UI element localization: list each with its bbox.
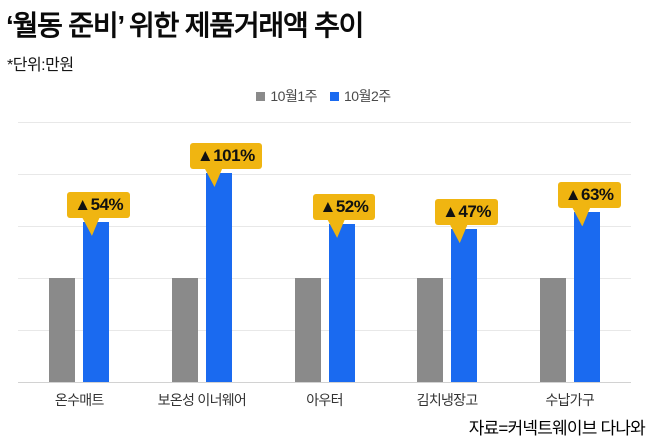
x-axis-label: 수납가구 xyxy=(545,392,595,408)
plot-area: ▲54% ▲101% ▲52% ▲47% ▲63% xyxy=(18,113,631,383)
gridline xyxy=(18,122,631,123)
bar-10월2주-아우터 xyxy=(328,223,355,382)
bar-10월1주-아우터 xyxy=(294,278,321,382)
x-axis-label: 보온성 이너웨어 xyxy=(157,392,247,408)
legend-label-week2: 10월2주 xyxy=(344,88,391,104)
data-label-bubble: ▲63% xyxy=(557,182,621,209)
unit-note: *단위:만원 xyxy=(7,57,74,74)
source-credit: 자료=커넥트웨이브 다나와 xyxy=(468,419,646,438)
chart-title: ‘월동 준비’ 위한 제품거래액 추이 xyxy=(6,10,364,41)
bar-10월2주-김치냉장고 xyxy=(451,229,478,382)
bar-10월2주-보온성 이너웨어 xyxy=(205,172,232,382)
data-label-bubble: ▲101% xyxy=(189,142,262,169)
x-axis-label: 아우터 xyxy=(306,392,343,408)
bar-10월1주-보온성 이너웨어 xyxy=(171,278,198,382)
x-axis-label: 온수매트 xyxy=(54,392,104,408)
gridline xyxy=(18,226,631,227)
data-label-bubble: ▲47% xyxy=(435,199,498,226)
x-axis-labels: 온수매트 보온성 이너웨어 아우터 김치냉장고 수납가구 xyxy=(18,390,631,408)
legend-item-week1: 10월1주 xyxy=(256,86,317,106)
legend: 10월1주 10월2주 xyxy=(0,86,647,106)
bar-10월1주-온수매트 xyxy=(49,278,76,382)
data-label-bubble: ▲54% xyxy=(67,191,131,218)
gridline xyxy=(18,330,631,331)
legend-label-week1: 10월1주 xyxy=(270,88,317,104)
data-label-bubble: ▲52% xyxy=(312,193,376,220)
bar-10월1주-수납가구 xyxy=(539,278,566,382)
x-axis-label: 김치냉장고 xyxy=(416,392,479,408)
bar-10월1주-김치냉장고 xyxy=(417,278,444,382)
legend-swatch-week2-icon xyxy=(330,91,339,101)
legend-swatch-week1-icon xyxy=(256,91,266,101)
gridline xyxy=(18,174,631,175)
gridline xyxy=(18,278,631,279)
x-axis-baseline xyxy=(18,382,631,383)
bar-10월2주-온수매트 xyxy=(83,221,110,382)
bar-10월2주-수납가구 xyxy=(573,212,600,382)
legend-item-week2: 10월2주 xyxy=(330,86,391,106)
